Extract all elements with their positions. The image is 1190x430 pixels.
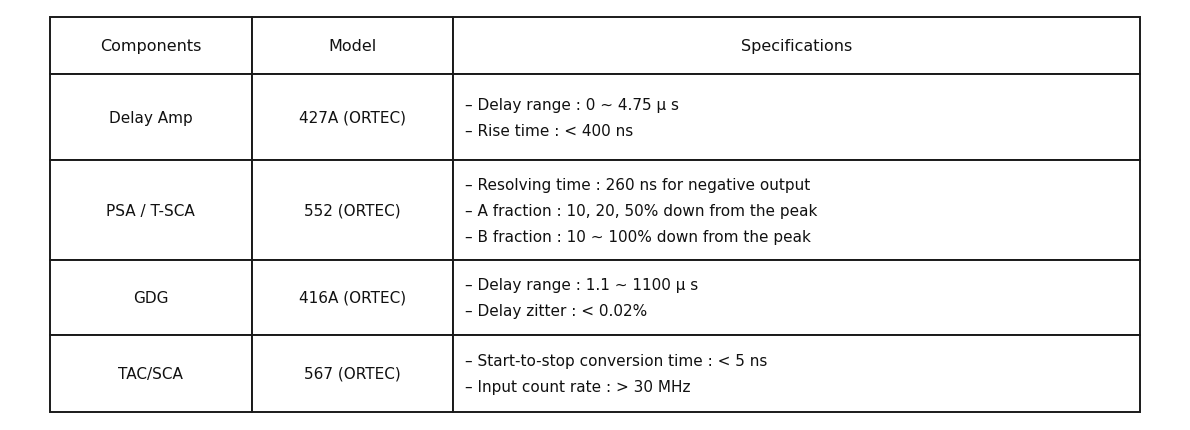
Bar [453,335,1140,412]
Bar [50,75,251,161]
Text: – Delay range : 1.1 ∼ 1100 μ s: – Delay range : 1.1 ∼ 1100 μ s [465,277,699,292]
Text: – A fraction : 10, 20, 50% down from the peak: – A fraction : 10, 20, 50% down from the… [465,203,818,218]
Bar [251,18,453,75]
Text: Model: Model [328,39,376,54]
Bar [50,335,251,412]
Text: – Input count rate : > 30 MHz: – Input count rate : > 30 MHz [465,379,691,394]
Text: – B fraction : 10 ∼ 100% down from the peak: – B fraction : 10 ∼ 100% down from the p… [465,229,812,244]
Bar [50,260,251,335]
Bar [251,75,453,161]
Text: 427A (ORTEC): 427A (ORTEC) [299,111,406,126]
Bar [251,161,453,260]
Text: Delay Amp: Delay Amp [109,111,193,126]
Bar [453,75,1140,161]
Text: Components: Components [100,39,201,54]
Bar [50,18,251,75]
Text: – Delay range : 0 ∼ 4.75 μ s: – Delay range : 0 ∼ 4.75 μ s [465,98,679,113]
Bar [453,18,1140,75]
Text: – Delay zitter : < 0.02%: – Delay zitter : < 0.02% [465,303,647,318]
Text: Specifications: Specifications [741,39,852,54]
Text: TAC/SCA: TAC/SCA [118,366,183,381]
Text: 552 (ORTEC): 552 (ORTEC) [305,203,401,218]
Text: – Resolving time : 260 ns for negative output: – Resolving time : 260 ns for negative o… [465,177,810,192]
Text: PSA / T-SCA: PSA / T-SCA [106,203,195,218]
Bar [50,161,251,260]
Bar [453,161,1140,260]
Text: 416A (ORTEC): 416A (ORTEC) [299,290,406,305]
Bar [453,260,1140,335]
Bar [251,260,453,335]
Text: – Rise time : < 400 ns: – Rise time : < 400 ns [465,123,633,138]
Text: – Start-to-stop conversion time : < 5 ns: – Start-to-stop conversion time : < 5 ns [465,353,768,368]
Text: 567 (ORTEC): 567 (ORTEC) [305,366,401,381]
Bar [251,335,453,412]
Text: GDG: GDG [133,290,169,305]
